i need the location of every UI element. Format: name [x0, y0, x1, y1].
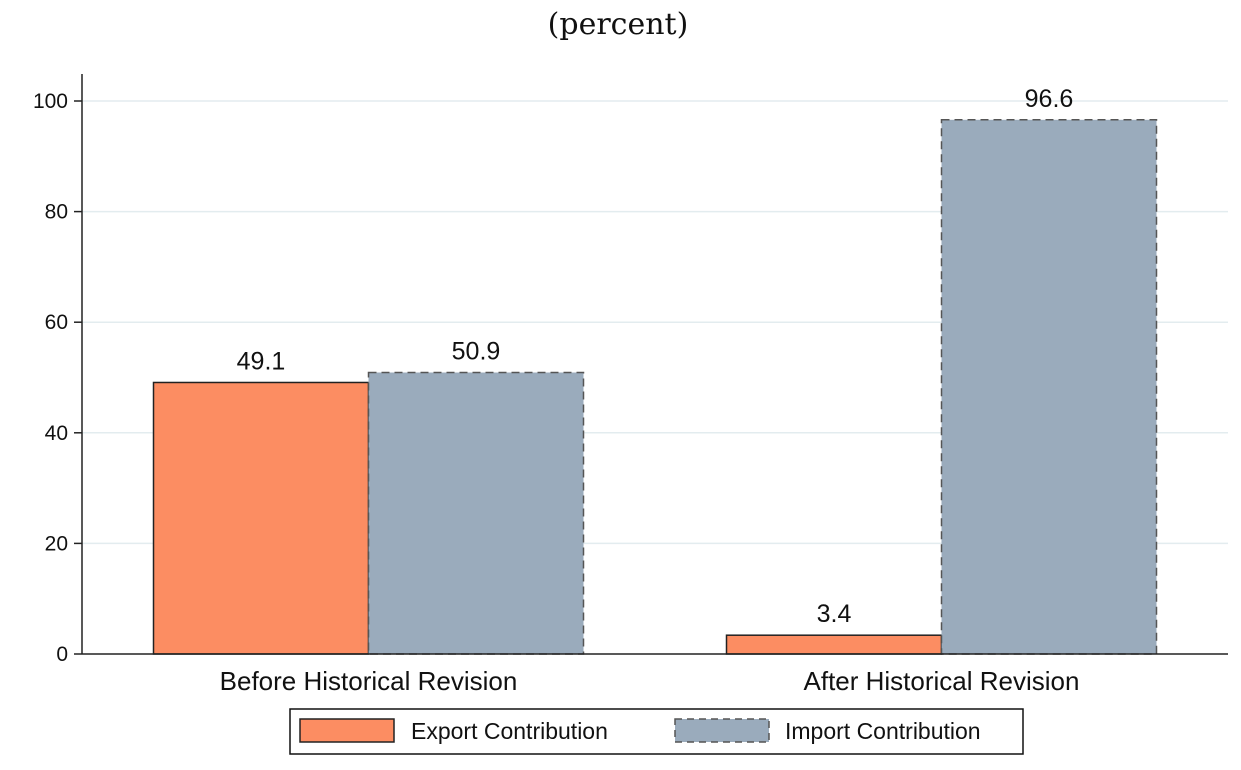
data-label: 96.6: [1025, 85, 1074, 113]
bar-export: [152, 381, 370, 655]
category-labels: Before Historical Revision After Historic…: [220, 666, 1080, 696]
y-tick-label: 80: [45, 201, 68, 224]
data-label: 50.9: [452, 338, 501, 366]
bar-import: [940, 119, 1158, 655]
legend-swatch-import: [674, 718, 770, 743]
y-tick-label: 60: [45, 311, 68, 334]
y-tick-label: 40: [45, 422, 68, 445]
legend-label-import: Import Contribution: [785, 718, 981, 744]
bar-import: [367, 371, 585, 655]
legend-box: [289, 708, 1024, 755]
y-tick-label: 100: [33, 90, 68, 113]
legend: Export Contribution Import Contribution: [289, 708, 1024, 755]
data-label: 3.4: [817, 600, 852, 628]
category-label: After Historical Revision: [804, 666, 1080, 696]
legend-label-export: Export Contribution: [411, 718, 608, 744]
y-tick-label: 0: [56, 643, 68, 666]
data-label: 49.1: [237, 347, 286, 375]
y-axis-ticks: 0 20 40 60 80 100: [33, 90, 82, 666]
chart-title: (percent): [548, 7, 689, 42]
category-label: Before Historical Revision: [220, 666, 518, 696]
bar-export: [725, 634, 943, 655]
legend-swatch-export: [299, 718, 395, 743]
bars: [152, 119, 1158, 655]
data-labels: 49.1 50.9 3.4 96.6: [237, 85, 1074, 628]
y-tick-label: 20: [45, 532, 68, 555]
